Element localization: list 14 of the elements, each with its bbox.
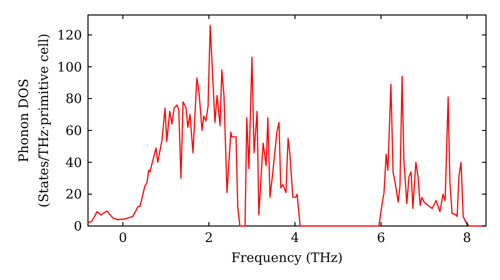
x-tick-label: 0 xyxy=(118,231,127,246)
y-axis-title: Phonon DOS (States/THz·primitive cell) xyxy=(17,33,52,208)
y-tick-label: 40 xyxy=(65,156,82,171)
x-tick-label: 8 xyxy=(462,231,472,246)
x-tick-label: 4 xyxy=(290,231,300,246)
y-tick-label: 100 xyxy=(57,60,82,76)
y-tick-label: 120 xyxy=(57,28,82,44)
x-tick-label: 6 xyxy=(376,231,386,246)
x-tick-label: 2 xyxy=(204,231,214,246)
y-tick-label: 20 xyxy=(65,188,82,203)
y-tick-label: 0 xyxy=(74,220,82,235)
y-tick-label: 80 xyxy=(65,92,82,108)
y-tick-label: 60 xyxy=(65,124,82,140)
x-axis-title: Frequency (THz) xyxy=(231,251,343,266)
